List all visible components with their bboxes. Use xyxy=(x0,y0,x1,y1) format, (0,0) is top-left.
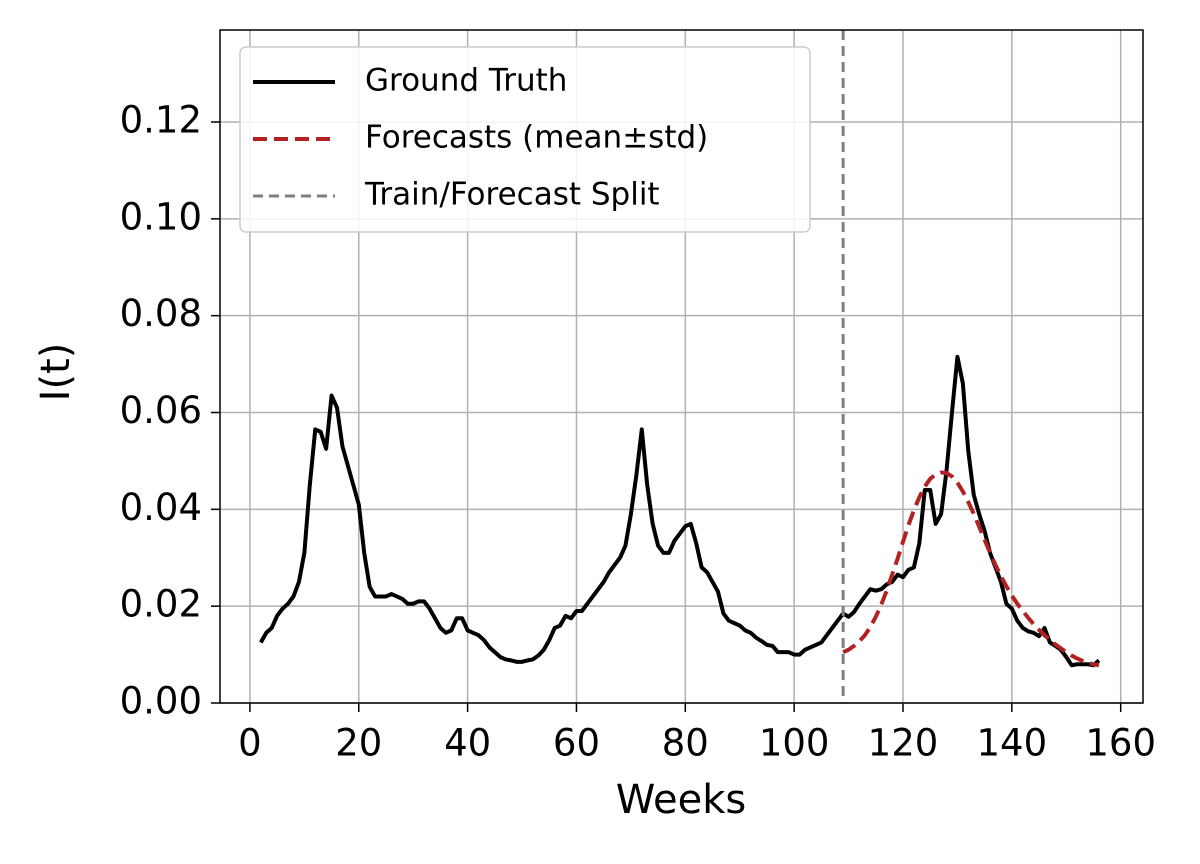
x-tick-label: 0 xyxy=(238,722,262,765)
y-tick-label: 0.06 xyxy=(120,389,202,432)
x-tick-label: 140 xyxy=(977,722,1048,765)
y-axis-label: I(t) xyxy=(33,343,79,402)
y-tick-label: 0.04 xyxy=(120,486,202,529)
x-tick-label: 100 xyxy=(759,722,830,765)
series-line xyxy=(842,470,1100,668)
y-tick-label: 0.00 xyxy=(120,680,202,723)
x-tick-label: 40 xyxy=(444,722,491,765)
legend-label: Train/Forecast Split xyxy=(364,177,660,213)
x-tick-label: 120 xyxy=(868,722,939,765)
legend-label: Ground Truth xyxy=(365,63,567,99)
x-tick-label: 80 xyxy=(662,722,709,765)
series-line xyxy=(259,354,1101,668)
legend-box xyxy=(239,46,811,233)
y-tick-label: 0.02 xyxy=(120,583,202,626)
x-tick-label: 60 xyxy=(553,722,600,765)
y-tick-label: 0.08 xyxy=(120,292,202,335)
x-tick-label: 20 xyxy=(335,722,382,765)
x-tick-label: 160 xyxy=(1085,722,1156,765)
y-tick-label: 0.10 xyxy=(120,195,202,238)
axes-frame xyxy=(219,29,1144,704)
x-axis-label: Weeks xyxy=(616,777,746,823)
legend-label: Forecasts (mean±std) xyxy=(365,120,708,156)
y-tick-label: 0.12 xyxy=(120,98,202,141)
